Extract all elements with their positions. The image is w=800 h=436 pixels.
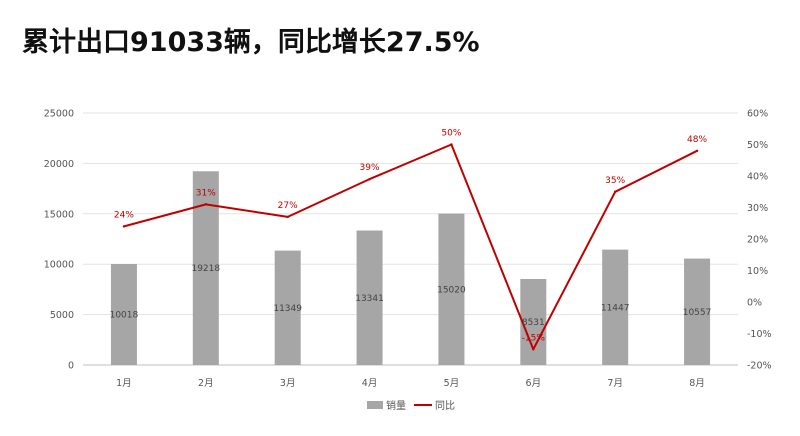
line-data-labels: 24% 31% 27% 39% 50% -15% 35% 48% <box>114 129 708 344</box>
left-tick-label: 10000 <box>44 260 74 271</box>
bar-data-label: 11447 <box>601 303 630 313</box>
bar-series <box>110 171 711 365</box>
line-data-label: 27% <box>278 201 298 211</box>
bar-data-label: 8531 <box>522 318 545 328</box>
bar-data-label: 13341 <box>355 294 384 304</box>
right-tick-label: 60% <box>747 109 768 120</box>
line-point <box>122 225 126 228</box>
bar-data-label: 15020 <box>437 285 466 295</box>
bar <box>438 213 465 365</box>
category-tick-label: 1月 <box>116 378 132 389</box>
legend: 销量 同比 <box>367 399 455 412</box>
right-tick-label: -20% <box>747 361 772 372</box>
category-tick-label: 5月 <box>444 378 460 389</box>
line-data-label: 24% <box>114 210 134 220</box>
line-point <box>532 348 535 351</box>
left-tick-label: 25000 <box>44 109 74 120</box>
line-point <box>695 149 699 152</box>
bar-data-label: 11349 <box>273 304 302 314</box>
bar <box>602 249 629 365</box>
line-point <box>450 143 453 146</box>
right-tick-label: 20% <box>747 235 768 246</box>
bar <box>684 258 711 365</box>
bar-data-labels: 10018 19218 11349 13341 15020 8531 11447 10557 <box>110 264 712 328</box>
category-tick-label: 7月 <box>607 378 623 389</box>
line-data-label: 50% <box>441 129 461 139</box>
line-point <box>204 203 208 206</box>
bar <box>274 250 301 365</box>
right-axis-ticks: -20% -10% 0% 10% 20% 30% 40% 50% 60% <box>747 109 772 372</box>
legend-label: 销量 <box>386 399 406 412</box>
line-data-label: 31% <box>196 188 216 198</box>
line-point <box>613 190 617 193</box>
line-data-label: 35% <box>605 176 625 186</box>
bar-data-label: 19218 <box>191 264 220 274</box>
category-tick-label: 2月 <box>198 378 214 389</box>
right-tick-label: 0% <box>747 298 762 309</box>
line-data-label: -15% <box>522 333 546 343</box>
bar-data-label: 10018 <box>110 311 139 321</box>
left-tick-label: 15000 <box>44 209 74 220</box>
gridlines <box>83 112 738 366</box>
left-axis-ticks: 0 5000 10000 15000 20000 25000 <box>44 109 74 372</box>
line-point <box>286 215 289 219</box>
right-tick-label: 10% <box>747 266 768 277</box>
left-tick-label: 20000 <box>44 159 74 170</box>
line-series <box>122 143 699 351</box>
right-tick-label: 40% <box>747 172 768 183</box>
bar-data-label: 10557 <box>683 308 712 318</box>
right-tick-label: -10% <box>747 329 772 340</box>
page-title: 累计出口91033辆，同比增长27.5% <box>22 27 480 58</box>
left-tick-label: 0 <box>68 361 74 372</box>
line-point <box>368 177 371 181</box>
category-tick-label: 4月 <box>362 378 378 389</box>
category-axis-ticks: 1月 2月 3月 4月 5月 6月 7月 8月 <box>116 378 705 389</box>
right-tick-label: 50% <box>747 140 768 151</box>
bar <box>356 230 383 365</box>
bar <box>110 264 137 365</box>
category-tick-label: 3月 <box>280 378 296 389</box>
category-tick-label: 6月 <box>526 378 542 389</box>
left-tick-label: 5000 <box>50 310 74 321</box>
right-tick-label: 30% <box>747 203 768 214</box>
category-tick-label: 8月 <box>689 378 705 389</box>
line-path <box>123 143 698 351</box>
line-data-label: 48% <box>687 135 707 145</box>
legend-label: 同比 <box>435 400 455 412</box>
line-data-label: 39% <box>360 163 380 173</box>
bar <box>520 279 547 365</box>
legend-swatch-bar <box>367 401 383 409</box>
